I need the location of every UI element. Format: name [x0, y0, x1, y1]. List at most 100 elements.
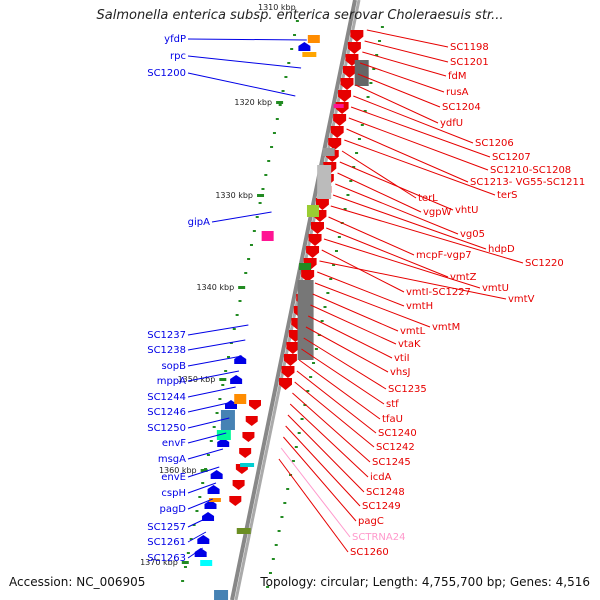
- leader-line-right: [292, 392, 371, 463]
- leader-line-left: [187, 355, 243, 367]
- minor-tick: [209, 440, 213, 442]
- minor-tick: [337, 236, 341, 238]
- leader-line-right: [319, 260, 507, 300]
- gene-feature-box: [214, 590, 229, 600]
- leader-line-right: [280, 447, 351, 538]
- leader-line-right: [346, 128, 469, 183]
- gene-label-right: vmtM: [432, 322, 460, 333]
- gene-label-left: envF: [162, 438, 186, 449]
- gene-label-right: SC1245: [372, 457, 411, 468]
- gene-label-right: SC1240: [378, 428, 417, 439]
- gene-label-right: SC1235: [388, 384, 427, 395]
- leader-line-left: [187, 448, 224, 460]
- leader-line-right: [339, 161, 454, 211]
- gene-label-right: vtaK: [398, 339, 421, 350]
- minor-tick: [272, 132, 276, 134]
- leader-line-left: [187, 417, 230, 429]
- minor-tick: [267, 160, 271, 162]
- gene-label-left: cspH: [161, 488, 186, 499]
- minor-tick: [366, 96, 370, 98]
- minor-tick: [268, 572, 272, 574]
- gene-label-left: rpc: [170, 51, 186, 62]
- gene-label-right: ydfU: [440, 118, 463, 129]
- gene-feature-box: [234, 394, 247, 404]
- leader-line-right: [287, 414, 365, 493]
- gene-arrow-reverse: [207, 485, 220, 494]
- gene-label-right: vgpW: [423, 207, 452, 218]
- leader-line-right: [314, 282, 431, 328]
- leader-line-right: [362, 51, 447, 77]
- gene-arrow-forward: [306, 246, 320, 258]
- gene-arrow-forward: [301, 270, 315, 282]
- minor-tick: [218, 398, 222, 400]
- gene-label-right: fdM: [448, 71, 467, 82]
- gene-arrow-reverse: [217, 438, 230, 447]
- minor-tick: [332, 264, 336, 266]
- minor-tick: [357, 138, 361, 140]
- gene-arrow-forward: [279, 378, 293, 390]
- minor-tick: [369, 82, 373, 84]
- minor-tick: [249, 244, 253, 246]
- minor-tick: [189, 538, 193, 540]
- kbp-tick-label: 1360 kbp: [159, 466, 197, 475]
- gene-label-right: vtiI: [394, 353, 410, 364]
- kbp-tick-label: 1320 kbp: [234, 98, 272, 107]
- gene-label-left: SC1237: [147, 330, 186, 341]
- leader-line-right: [330, 205, 524, 264]
- minor-tick: [346, 194, 350, 196]
- gene-label-right: vmtH: [406, 301, 433, 312]
- leader-line-left: [187, 432, 227, 444]
- minor-tick: [238, 300, 242, 302]
- leader-line-right: [301, 348, 385, 405]
- minor-tick: [317, 334, 321, 336]
- gene-arrow-forward: [283, 354, 297, 366]
- gene-arrow-forward: [347, 42, 361, 54]
- page-title: Salmonella enterica subsp. enterica sero…: [96, 8, 504, 23]
- major-tick: [257, 194, 265, 197]
- leader-line-left: [187, 401, 233, 413]
- minor-tick: [192, 524, 196, 526]
- gene-label-right: SC1260: [350, 547, 389, 558]
- gene-label-right: vmtL: [400, 326, 426, 337]
- gene-label-left: SC1238: [147, 345, 186, 356]
- minor-tick: [283, 502, 287, 504]
- leader-line-left: [187, 339, 246, 351]
- leader-line-right: [364, 40, 449, 63]
- gene-label-left: SC1250: [147, 423, 186, 434]
- gene-label-right: SC1248: [366, 487, 405, 498]
- gene-arrow-reverse: [225, 400, 237, 409]
- gene-label-right: SC1249: [362, 501, 401, 512]
- minor-tick: [378, 40, 382, 42]
- minor-tick: [278, 104, 282, 106]
- minor-tick: [266, 586, 270, 588]
- leader-line-right: [357, 73, 441, 108]
- gene-arrow-forward: [308, 234, 322, 246]
- gene-feature-box: [302, 52, 317, 57]
- minor-tick: [206, 454, 210, 456]
- leader-line-left: [187, 386, 236, 398]
- leader-line-right: [283, 436, 357, 522]
- leader-line-right: [341, 150, 417, 199]
- gene-feature-box: [216, 430, 231, 440]
- gene-label-left: SC1263: [147, 553, 186, 564]
- minor-tick: [186, 552, 190, 554]
- minor-tick: [293, 34, 297, 36]
- leader-line-left: [187, 498, 213, 510]
- minor-tick: [284, 76, 288, 78]
- gene-label-left: SC1244: [147, 392, 186, 403]
- gene-arrow-forward: [242, 432, 255, 442]
- gene-feature-box: [354, 60, 369, 86]
- gene-label-right: SC1198: [450, 42, 489, 53]
- gene-feature-box: [307, 35, 320, 43]
- gene-arrow-forward: [338, 90, 352, 102]
- minor-tick: [326, 292, 330, 294]
- leader-line-left: [211, 211, 272, 223]
- minor-tick: [372, 68, 376, 70]
- minor-tick: [258, 202, 262, 204]
- leader-line-right: [296, 370, 377, 434]
- gene-arrow-forward: [350, 30, 364, 42]
- leader-line-right: [321, 249, 405, 293]
- minor-tick: [277, 530, 281, 532]
- minor-tick: [314, 348, 318, 350]
- gene-label-left: pagD: [159, 504, 186, 515]
